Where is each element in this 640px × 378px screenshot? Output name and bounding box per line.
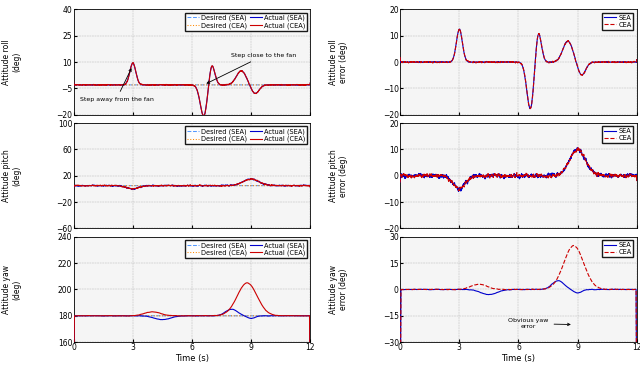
X-axis label: Time (s): Time (s) (502, 354, 536, 363)
SEA (603, 60, 611, 65)
SEA (633, 57, 640, 62)
CEA (628, 173, 636, 178)
Legend: SEA, CEA: SEA, CEA (602, 13, 634, 30)
CEA (423, 60, 431, 64)
CEA (456, 26, 463, 31)
SEA (628, 287, 636, 291)
SEA (628, 172, 636, 177)
SEA (423, 287, 431, 292)
CEA (603, 174, 611, 178)
CEA (487, 60, 495, 64)
SEA (573, 146, 581, 150)
Y-axis label: Attitude yaw
error (deg): Attitude yaw error (deg) (329, 265, 348, 314)
CEA (437, 60, 445, 64)
CEA (570, 243, 577, 248)
SEA (437, 174, 445, 178)
CEA (423, 287, 431, 292)
SEA (456, 27, 463, 31)
SEA (423, 60, 431, 64)
SEA (603, 287, 611, 292)
Text: Step away from the fan: Step away from the fan (79, 69, 154, 102)
SEA (396, 56, 404, 60)
CEA (633, 179, 640, 184)
SEA (487, 292, 495, 297)
Legend: SEA, CEA: SEA, CEA (602, 127, 634, 144)
SEA (628, 60, 636, 64)
SEA (487, 60, 495, 64)
Legend: Desired (SEA), Desired (CEA), Actual (SEA), Actual (CEA): Desired (SEA), Desired (CEA), Actual (SE… (185, 13, 307, 31)
Legend: Desired (SEA), Desired (CEA), Actual (SEA), Actual (CEA): Desired (SEA), Desired (CEA), Actual (SE… (185, 127, 307, 144)
CEA (487, 173, 495, 178)
SEA (497, 289, 505, 293)
Line: SEA: SEA (400, 280, 637, 378)
SEA (423, 174, 431, 179)
Legend: SEA, CEA: SEA, CEA (602, 240, 634, 257)
CEA (633, 57, 640, 61)
Line: CEA: CEA (400, 245, 637, 378)
CEA (455, 188, 463, 193)
CEA (628, 287, 636, 292)
Line: SEA: SEA (400, 29, 637, 108)
CEA (497, 175, 505, 179)
Y-axis label: Attitude roll
(deg): Attitude roll (deg) (2, 39, 22, 85)
Line: CEA: CEA (400, 148, 637, 191)
SEA (454, 189, 462, 194)
Line: SEA: SEA (400, 148, 637, 191)
CEA (437, 287, 445, 292)
SEA (487, 173, 495, 177)
SEA (437, 287, 445, 292)
SEA (633, 178, 640, 183)
CEA (526, 106, 534, 111)
SEA (396, 180, 404, 184)
SEA (497, 173, 505, 177)
Text: Obvious yaw
error: Obvious yaw error (508, 318, 570, 329)
CEA (603, 287, 611, 291)
Legend: Desired (SEA), Desired (CEA), Actual (SEA), Actual (CEA): Desired (SEA), Desired (CEA), Actual (SE… (185, 240, 307, 258)
CEA (603, 60, 611, 64)
Y-axis label: Attitude roll
error (deg): Attitude roll error (deg) (329, 39, 348, 85)
Y-axis label: Attitude pitch
(deg): Attitude pitch (deg) (2, 149, 22, 202)
CEA (628, 60, 636, 64)
SEA (526, 106, 534, 111)
CEA (574, 146, 582, 150)
CEA (437, 172, 445, 177)
Text: Step close to the fan: Step close to the fan (207, 53, 296, 83)
Y-axis label: Attitude pitch
error (deg): Attitude pitch error (deg) (329, 149, 348, 202)
CEA (396, 55, 404, 59)
CEA (396, 180, 404, 185)
CEA (423, 172, 431, 176)
Y-axis label: Attitude yaw
(deg): Attitude yaw (deg) (2, 265, 22, 314)
CEA (497, 287, 505, 291)
X-axis label: Time (s): Time (s) (175, 354, 209, 363)
CEA (487, 286, 495, 290)
Line: CEA: CEA (400, 29, 637, 108)
SEA (603, 172, 611, 177)
SEA (437, 60, 445, 64)
SEA (555, 278, 563, 283)
SEA (497, 60, 505, 64)
CEA (497, 60, 505, 64)
